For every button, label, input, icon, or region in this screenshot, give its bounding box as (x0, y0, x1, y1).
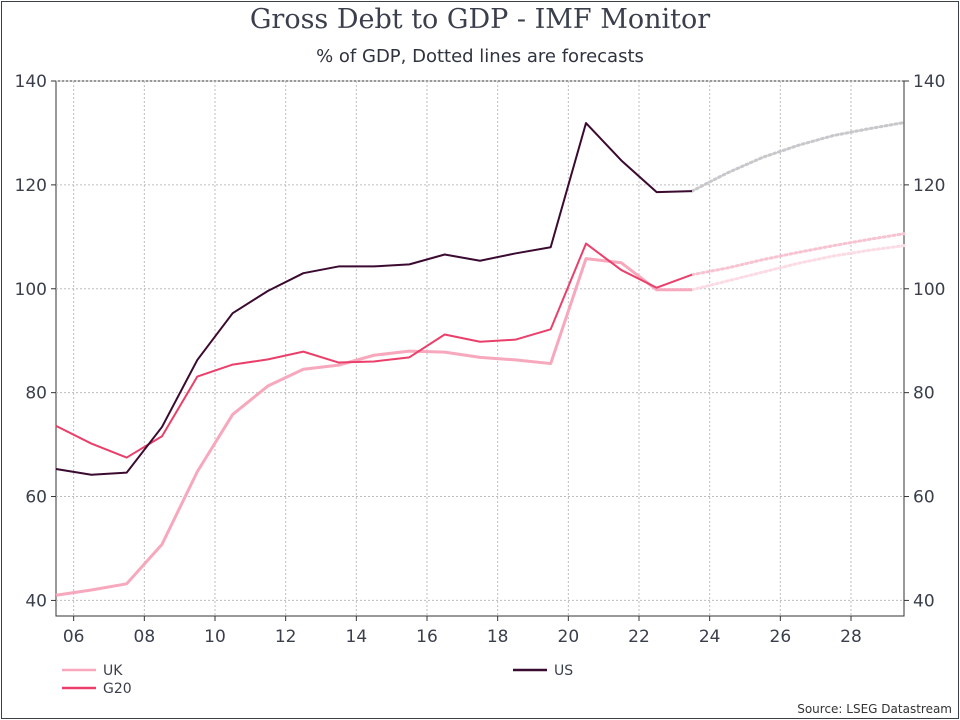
legend: UK G20 US (62, 663, 573, 697)
x-tick-label: 10 (204, 627, 226, 647)
x-tick-label: 12 (275, 627, 297, 647)
forecast-line-uk (690, 244, 906, 292)
source-note: Source: LSEG Datastream (797, 702, 952, 716)
series-line-us (55, 122, 693, 476)
y-tick-label-right: 100 (913, 280, 945, 300)
y-tick-label-right: 120 (913, 176, 945, 196)
series-lines (55, 122, 693, 597)
series-line-uk (55, 257, 692, 597)
legend-label-g20: G20 (103, 681, 132, 697)
x-tick-label: 06 (63, 627, 85, 647)
series-line-g20 (55, 242, 693, 459)
y-tick-label-left: 140 (15, 72, 47, 92)
forecast-lines (690, 121, 906, 292)
x-tick-label: 28 (840, 627, 862, 647)
x-tick-label: 24 (699, 627, 721, 647)
forecast-line-g20 (690, 232, 906, 277)
y-tick-label-right: 140 (913, 72, 945, 92)
chart-subtitle: % of GDP, Dotted lines are forecasts (316, 46, 644, 67)
y-tick-label-right: 40 (913, 591, 935, 611)
x-tick-label: 16 (416, 627, 438, 647)
y-tick-label-left: 40 (25, 591, 47, 611)
x-tick-label: 18 (487, 627, 509, 647)
y-tick-label-left: 80 (25, 384, 47, 404)
grid (56, 80, 904, 616)
y-tick-label-right: 80 (913, 384, 935, 404)
forecast-line-us (690, 121, 906, 193)
y-tick-label-left: 120 (15, 176, 47, 196)
x-tick-label: 22 (628, 627, 650, 647)
x-tick-label: 20 (558, 627, 580, 647)
x-tick-label: 08 (134, 627, 156, 647)
chart-title: Gross Debt to GDP - IMF Monitor (249, 4, 711, 35)
y-tick-label-left: 60 (25, 488, 47, 508)
y-tick-label-left: 100 (15, 280, 47, 300)
axis-ticks: 40 40 60 60 80 80 100 100 120 120 140 140 06 08 10 12 14… (15, 72, 946, 647)
y-tick-label-right: 60 (913, 488, 935, 508)
legend-label-us: US (554, 663, 573, 679)
x-tick-label: 14 (346, 627, 368, 647)
x-tick-label: 26 (770, 627, 792, 647)
legend-label-uk: UK (103, 663, 123, 679)
plot-area-border (55, 80, 905, 617)
